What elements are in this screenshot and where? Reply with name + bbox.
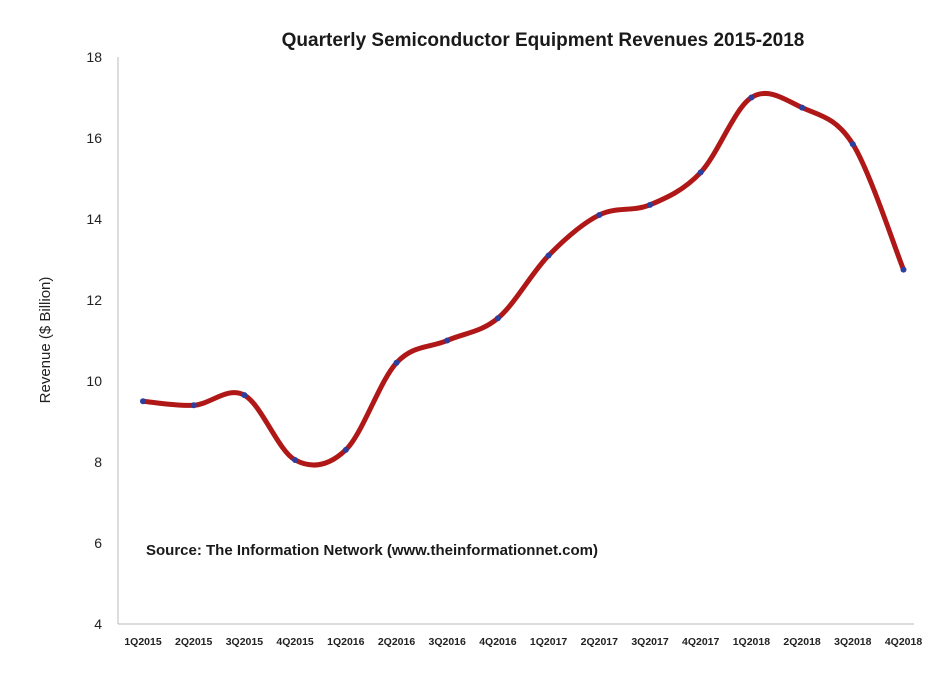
data-point-3Q2016: [444, 337, 451, 344]
x-tick-label: 1Q2016: [327, 636, 365, 648]
chart-title: Quarterly Semiconductor Equipment Revenu…: [282, 30, 805, 51]
x-tick-label: 1Q2017: [530, 636, 568, 648]
data-point-1Q2018: [748, 94, 755, 101]
x-tick-label: 4Q2018: [885, 636, 923, 648]
y-tick-label: 4: [94, 616, 102, 632]
data-point-3Q2017: [647, 201, 653, 208]
data-point-2Q2018: [799, 104, 806, 111]
y-tick-label: 18: [86, 49, 102, 65]
data-point-2Q2015: [190, 402, 197, 409]
data-point-4Q2017: [697, 169, 704, 176]
y-axis-ticks: 4 6 8 10 12 14 16 18: [86, 49, 102, 632]
x-tick-label: 2Q2018: [783, 636, 821, 648]
data-point-3Q2018: [849, 141, 856, 148]
x-tick-label: 2Q2017: [581, 636, 619, 648]
x-tick-label: 3Q2017: [631, 636, 669, 648]
x-tick-label: 4Q2015: [276, 636, 314, 648]
y-axis-label: Revenue ($ Billion): [37, 277, 54, 404]
x-tick-label: 1Q2015: [124, 636, 162, 648]
y-tick-label: 16: [86, 130, 102, 146]
data-point-2Q2016: [393, 359, 400, 366]
x-axis-ticks: 1Q2015 2Q2015 3Q2015 4Q2015 1Q2016 2Q2016 3Q20…: [124, 636, 922, 648]
y-tick-label: 6: [94, 535, 102, 551]
x-tick-label: 3Q2015: [226, 636, 264, 648]
y-tick-label: 8: [94, 454, 102, 470]
data-point-3Q2015: [241, 392, 248, 399]
x-tick-label: 4Q2017: [682, 636, 720, 648]
data-point-4Q2015: [292, 456, 299, 463]
x-tick-label: 1Q2018: [733, 636, 771, 648]
y-tick-label: 14: [86, 211, 102, 227]
x-tick-label: 2Q2016: [378, 636, 416, 648]
series-line: [140, 90, 906, 468]
data-markers: [140, 94, 907, 463]
y-tick-label: 12: [86, 292, 102, 308]
data-point-1Q2016: [342, 446, 349, 453]
data-point-1Q2017: [545, 252, 552, 259]
x-tick-label: 2Q2015: [175, 636, 213, 648]
data-point-4Q2016: [494, 315, 501, 322]
x-tick-label: 4Q2016: [479, 636, 517, 648]
x-tick-label: 3Q2018: [834, 636, 872, 648]
data-point-1Q2015: [140, 398, 146, 405]
y-tick-label: 10: [86, 373, 102, 389]
x-tick-label: 3Q2016: [429, 636, 467, 648]
data-point-2Q2017: [596, 211, 603, 218]
data-point-4Q2018: [900, 266, 907, 273]
source-annotation: Source: The Information Network (www.the…: [146, 542, 598, 559]
